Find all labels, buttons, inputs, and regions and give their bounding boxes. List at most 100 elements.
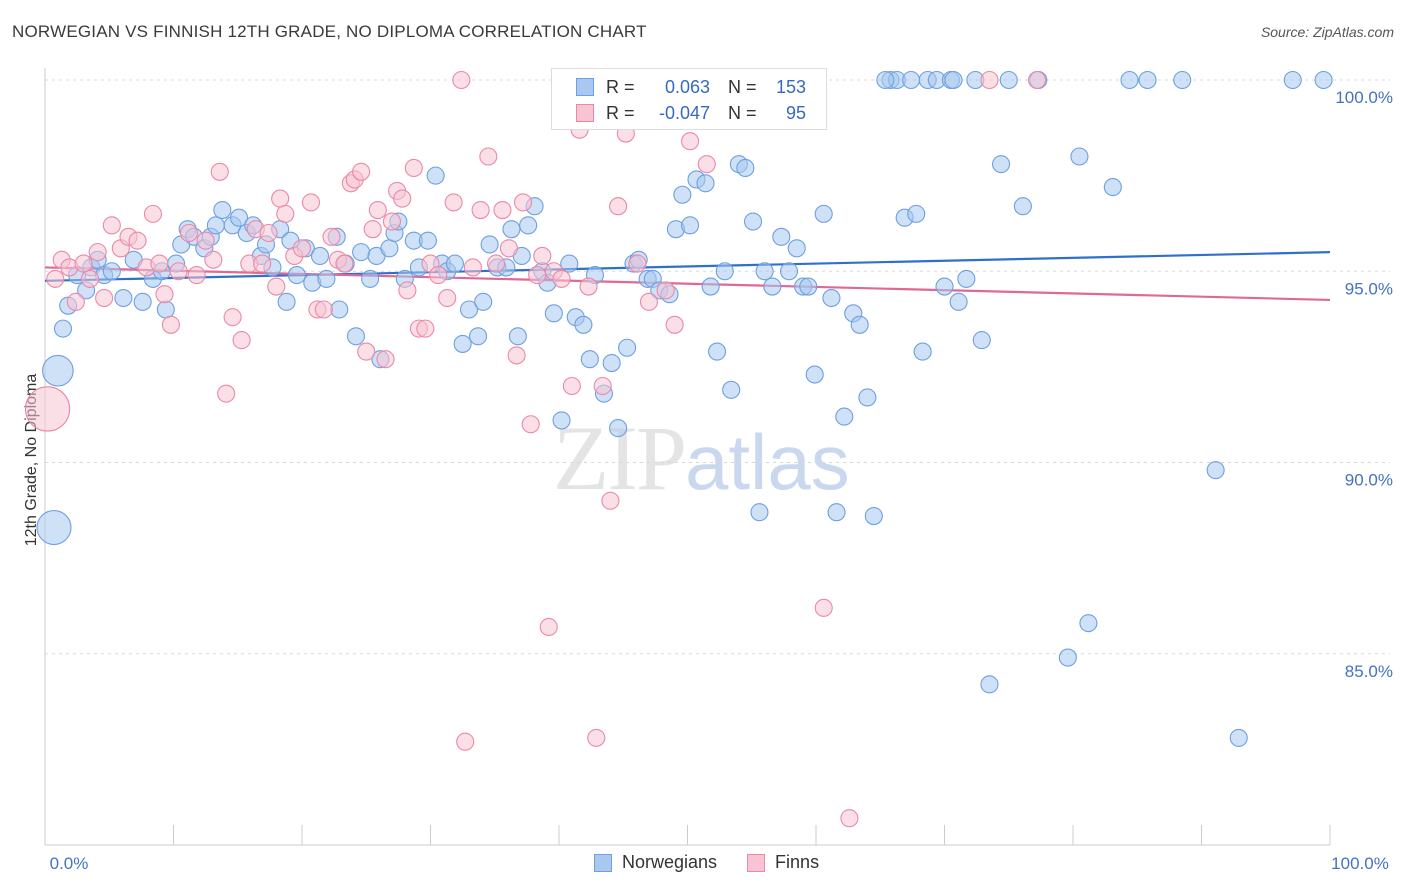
point-finns (438, 288, 457, 308)
point-norwegians (957, 269, 976, 288)
point-finns (259, 223, 278, 243)
y-tick-label: 95.0% (1345, 279, 1393, 298)
legend-r-label: R = (606, 102, 635, 123)
point-finns (88, 243, 107, 262)
point-norwegians (822, 288, 841, 308)
point-finns (217, 384, 236, 403)
point-norwegians (805, 365, 824, 384)
point-finns (187, 266, 206, 285)
legend-row-norwegians: R = 0.063 N = 153 (576, 75, 806, 99)
point-norwegians (133, 292, 152, 311)
point-norwegians (480, 235, 499, 254)
point-norwegians (902, 70, 921, 90)
point-finns (471, 201, 490, 220)
point-finns (322, 227, 341, 246)
point-finns (980, 70, 999, 90)
point-finns (429, 266, 448, 285)
point-finns (562, 376, 581, 396)
point-finns (253, 254, 272, 273)
point-finns (609, 197, 628, 216)
point-finns (335, 254, 354, 273)
point-norwegians (502, 220, 521, 239)
point-finns (404, 158, 423, 178)
point-norwegians (850, 315, 869, 334)
point-norwegians (474, 292, 493, 311)
point-finns (161, 315, 180, 334)
point-norwegians (1013, 197, 1032, 216)
legend-r-value: -0.047 (658, 102, 710, 123)
y-tick-label: 100.0% (1335, 88, 1393, 107)
point-norwegians (949, 292, 968, 311)
legend-item-finns: Finns (747, 852, 819, 873)
point-norwegians (1229, 728, 1248, 747)
point-norwegians (459, 300, 479, 319)
point-norwegians (999, 70, 1018, 90)
axes (44, 68, 1331, 846)
point-norwegians (755, 262, 774, 281)
point-norwegians (277, 292, 296, 311)
point-norwegians (722, 380, 741, 399)
point-norwegians (696, 174, 715, 193)
point-finns (74, 254, 93, 273)
legend-swatch-norwegians (576, 78, 594, 96)
point-norwegians (913, 342, 932, 361)
point-finns (593, 376, 612, 396)
point-finns (456, 732, 475, 751)
point-finns (155, 285, 174, 304)
point-norwegians (380, 239, 399, 258)
point-norwegians (618, 338, 637, 357)
point-finns (552, 269, 571, 288)
series-norwegians (36, 70, 1333, 747)
point-norwegians (468, 327, 488, 346)
point-norwegians (1206, 461, 1225, 480)
point-finns (628, 254, 647, 273)
point-finns (539, 617, 558, 637)
point-finns (452, 70, 471, 90)
legend-n-label: N = (728, 76, 757, 97)
point-finns (486, 254, 506, 273)
trend-line-norwegians (44, 251, 1331, 282)
y-tick-label: 85.0% (1345, 662, 1393, 681)
point-norwegians (560, 254, 579, 273)
legend-swatch-finns (576, 104, 594, 122)
point-norwegians (1314, 70, 1333, 90)
point-norwegians (361, 269, 380, 288)
point-norwegians (609, 419, 628, 438)
point-norwegians (53, 319, 73, 338)
point-norwegians (317, 269, 336, 288)
point-norwegians (213, 201, 232, 220)
point-finns (204, 250, 223, 269)
point-norwegians (1120, 70, 1139, 90)
point-norwegians (508, 327, 527, 346)
point-finns (128, 231, 147, 250)
source-label: Source: ZipAtlas.com (1260, 24, 1394, 40)
point-finns (357, 342, 376, 361)
point-norwegians (736, 158, 755, 178)
point-finns (533, 246, 552, 265)
point-finns (579, 277, 598, 296)
point-norwegians (310, 246, 330, 265)
point-norwegians (544, 304, 563, 323)
point-finns (444, 193, 463, 212)
series-legend: Norwegians Finns (594, 852, 849, 873)
point-finns (46, 269, 65, 288)
legend-label-norwegians: Norwegians (622, 852, 718, 872)
point-finns (267, 277, 286, 296)
point-norwegians (972, 331, 991, 350)
point-finns (393, 189, 412, 208)
point-norwegians (519, 216, 538, 235)
point-finns (639, 292, 659, 311)
point-norwegians (1283, 70, 1302, 90)
point-norwegians (102, 262, 121, 281)
point-norwegians (907, 204, 926, 223)
data-points (24, 70, 1333, 828)
point-finns (493, 201, 512, 220)
point-norwegians (580, 350, 599, 369)
point-finns (24, 386, 71, 432)
point-norwegians (980, 675, 999, 694)
point-norwegians (1070, 147, 1089, 166)
legend-swatch-finns (747, 853, 766, 872)
point-finns (416, 319, 435, 338)
point-norwegians (1103, 178, 1122, 197)
